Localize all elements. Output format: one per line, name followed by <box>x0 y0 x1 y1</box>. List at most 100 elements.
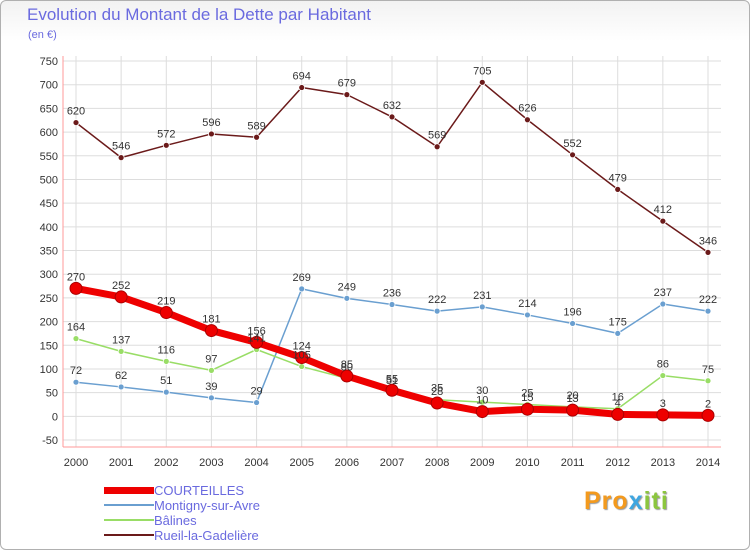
data-point <box>659 372 667 379</box>
data-point <box>701 408 715 422</box>
data-point <box>159 306 173 320</box>
proxiti-logo: Proxiti <box>584 487 669 516</box>
x-tick-label: 2008 <box>425 457 449 469</box>
data-point <box>520 402 534 416</box>
data-label: 16 <box>612 392 624 404</box>
data-label: 196 <box>563 306 581 318</box>
data-point <box>433 143 441 151</box>
data-point <box>117 154 125 162</box>
x-tick-label: 2001 <box>109 457 133 469</box>
data-label: 51 <box>160 375 172 387</box>
data-point <box>298 285 306 293</box>
data-point <box>388 113 396 121</box>
data-point <box>72 378 80 386</box>
data-point <box>114 290 128 304</box>
data-point <box>524 311 531 319</box>
data-label: 231 <box>473 290 491 302</box>
data-label: 75 <box>702 364 714 376</box>
data-label: 105 <box>293 350 311 362</box>
data-point <box>117 383 125 391</box>
data-point <box>208 130 215 138</box>
x-tick-label: 2010 <box>515 457 539 469</box>
data-label: 589 <box>247 120 265 132</box>
data-point <box>478 78 486 86</box>
y-tick-label: 250 <box>40 293 58 305</box>
data-point <box>162 141 170 149</box>
x-tick-label: 2013 <box>651 457 675 469</box>
data-point <box>478 303 486 311</box>
legend-item: Bâlines <box>104 513 404 528</box>
y-tick-label: 100 <box>40 364 58 376</box>
data-label: 552 <box>563 138 581 150</box>
data-point <box>569 151 576 159</box>
data-point <box>659 217 667 225</box>
data-point <box>295 351 309 365</box>
legend-swatch <box>104 534 154 536</box>
y-tick-label: 200 <box>40 317 58 329</box>
data-label: 39 <box>205 381 217 393</box>
data-label: 30 <box>476 385 488 397</box>
legend-item: COURTEILLES <box>104 483 404 498</box>
data-point <box>343 91 351 99</box>
data-label: 156 <box>247 325 265 337</box>
y-tick-label: 700 <box>40 80 58 92</box>
data-label: 80 <box>341 361 353 373</box>
x-tick-label: 2005 <box>289 457 313 469</box>
data-point <box>72 119 80 126</box>
logo-part-2: x <box>628 487 644 515</box>
data-point <box>117 348 125 355</box>
x-tick-label: 2006 <box>335 457 359 469</box>
data-label: 569 <box>428 130 446 142</box>
data-point <box>614 330 622 337</box>
data-label: 219 <box>157 296 175 308</box>
data-label: 620 <box>67 106 85 118</box>
data-point <box>611 407 625 421</box>
logo-part-1: Pro <box>584 487 629 515</box>
data-label: 596 <box>202 117 220 129</box>
data-label: 269 <box>293 272 311 284</box>
legend: COURTEILLES Montigny-sur-Avre Bâlines Rueil… <box>104 483 404 543</box>
legend-label: Montigny-sur-Avre <box>154 498 260 513</box>
x-tick-label: 2002 <box>154 457 178 469</box>
data-label: 632 <box>383 100 401 112</box>
data-label: 86 <box>657 359 669 371</box>
data-point <box>208 394 215 402</box>
data-point <box>69 281 83 295</box>
data-point <box>614 185 622 193</box>
x-tick-label: 2012 <box>605 457 629 469</box>
data-label: 252 <box>112 280 130 292</box>
data-label: 705 <box>473 65 491 77</box>
chart-title: Evolution du Montant de la Dette par Hab… <box>27 5 371 24</box>
data-label: 2 <box>705 398 711 410</box>
data-label: 479 <box>609 172 627 184</box>
y-tick-label: 500 <box>40 174 58 186</box>
x-tick-label: 2014 <box>696 457 720 469</box>
data-label: 4 <box>615 397 621 409</box>
legend-label: Bâlines <box>154 513 197 528</box>
data-label: 249 <box>338 281 356 293</box>
data-label: 29 <box>250 386 262 398</box>
data-label: 20 <box>566 390 578 402</box>
data-label: 572 <box>157 128 175 140</box>
data-point <box>656 408 670 422</box>
data-label: 62 <box>115 370 127 382</box>
data-point <box>298 84 306 91</box>
data-point <box>430 396 444 410</box>
data-point <box>433 307 441 315</box>
data-point <box>253 133 260 141</box>
data-label: 28 <box>431 386 443 398</box>
data-label: 164 <box>67 322 85 334</box>
data-point <box>253 399 260 406</box>
data-label: 116 <box>158 344 176 356</box>
y-tick-label: 600 <box>40 127 58 139</box>
chart-subtitle: (en €) <box>28 29 57 41</box>
data-point <box>388 301 396 308</box>
x-tick-label: 2003 <box>199 457 223 469</box>
data-point <box>298 363 306 370</box>
data-label: 10 <box>476 395 488 407</box>
data-label: 222 <box>428 294 446 306</box>
data-label: 679 <box>338 78 356 90</box>
y-tick-label: 150 <box>40 340 58 352</box>
data-point <box>340 369 354 383</box>
data-point <box>566 403 580 417</box>
